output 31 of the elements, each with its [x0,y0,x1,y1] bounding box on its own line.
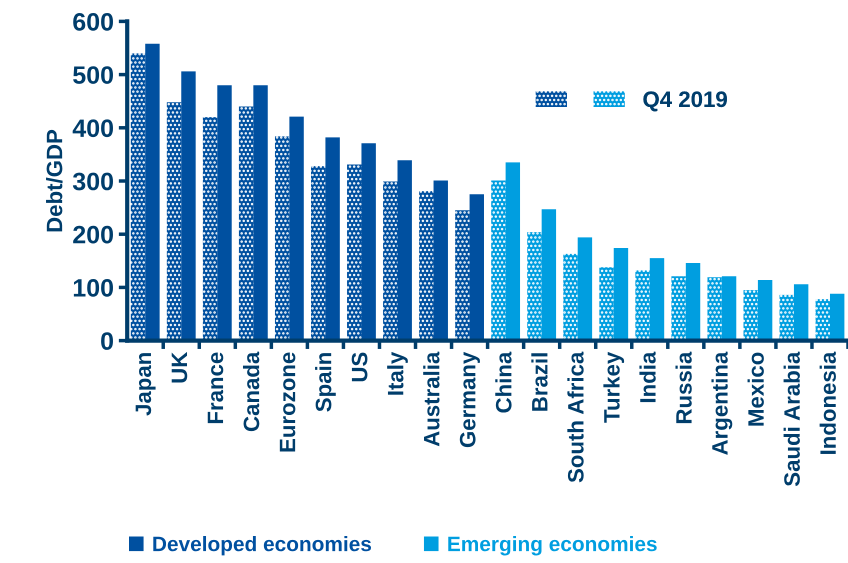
x-tick-label: France [208,352,224,424]
y-tick-label: 0 [101,332,113,350]
x-tick-label: US [352,352,368,382]
x-tick-label: Argentina [711,352,732,455]
x-tick-label: Italy [387,352,408,395]
y-axis-title: Debt/GDP [46,130,63,232]
legend-label: Emerging economies [448,536,657,556]
y-tick-label: 200 [73,226,113,244]
legend-label: Developed economies [153,536,372,556]
x-tick-label: South Africa [567,352,584,482]
x-tick-label: Spain [315,353,336,412]
x-tick-label: Canada [242,352,260,432]
y-tick-label: 600 [73,12,113,31]
x-tick-label: Indonesia [820,352,836,454]
y-tick-label: 100 [74,279,113,297]
legend-label: Q4 2019 [643,91,727,112]
x-tick-label: Russia [675,352,692,424]
x-tick-label: Eurozone [280,352,296,452]
x-tick-label: Turkey [603,352,624,423]
y-tick-label: 400 [72,119,113,138]
x-tick-label: Brazil [531,353,548,411]
x-tick-label: UK [172,352,188,382]
x-tick-label: China [495,352,512,413]
x-tick-label: Australia [423,352,440,446]
y-tick-label: 300 [72,172,113,190]
x-tick-label: India [639,352,656,402]
y-tick-label: 500 [73,66,113,84]
x-tick-label: Germany [460,352,480,448]
x-tick-label: Saudi Arabia [784,352,800,486]
x-tick-label: Mexico [748,352,764,426]
x-tick-label: Japan [136,353,156,416]
